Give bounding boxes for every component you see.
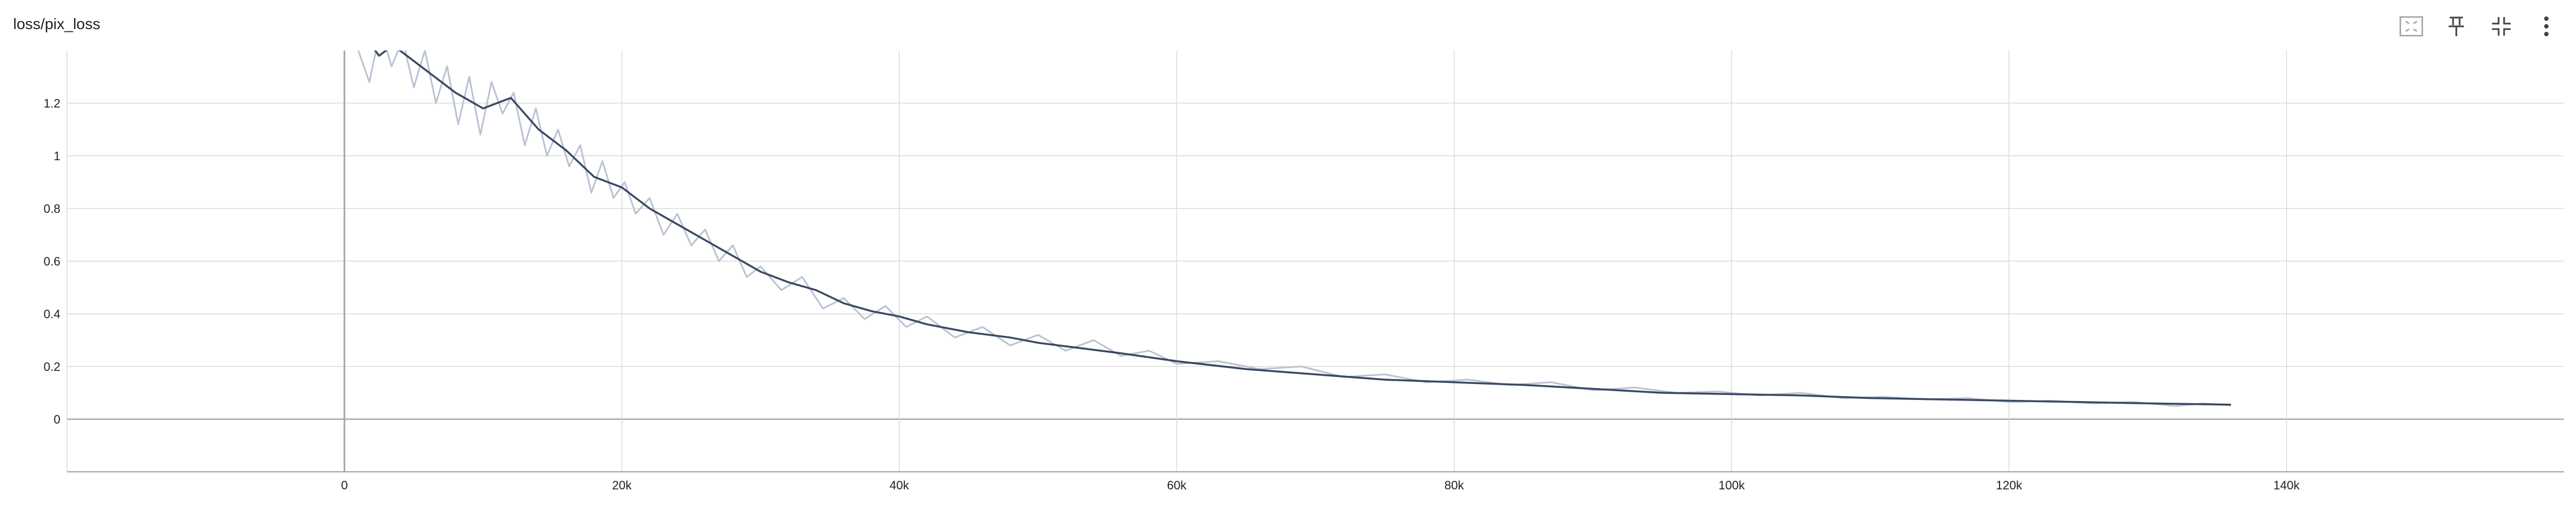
fit-domain-button[interactable] — [2397, 12, 2426, 41]
y-tick-label: 1 — [54, 149, 60, 163]
chart-toolbar — [2397, 12, 2561, 41]
chart-grid — [67, 50, 2564, 472]
collapse-icon — [2492, 17, 2511, 36]
x-tick-label: 80k — [1444, 478, 1464, 492]
tick-labels: 0 0.2 0.4 0.6 0.8 1 1.2 0 20k 40k 60k 80k 100k 120k 14… — [43, 97, 2300, 492]
y-tick-label: 1.2 — [43, 97, 60, 110]
more-vert-icon — [2544, 16, 2549, 36]
x-tick-label: 20k — [612, 478, 632, 492]
y-tick-label: 0.4 — [43, 307, 60, 321]
x-tick-label: 100k — [1718, 478, 1745, 492]
y-tick-label: 0.6 — [43, 255, 60, 268]
x-tick-label: 120k — [1996, 478, 2023, 492]
x-tick-label: 0 — [341, 478, 348, 492]
raw-series-line — [357, 50, 2231, 407]
x-tick-label: 140k — [2273, 478, 2300, 492]
x-tick-label: 40k — [889, 478, 909, 492]
y-tick-label: 0.8 — [43, 202, 60, 216]
fit-domain-icon — [2399, 16, 2423, 37]
chart-axes — [66, 50, 2564, 472]
pin-icon — [2449, 16, 2464, 36]
chart-title: loss/pix_loss — [13, 15, 100, 32]
chart-series — [357, 50, 2231, 407]
y-tick-label: 0.2 — [43, 360, 60, 374]
more-options-button[interactable] — [2532, 12, 2561, 41]
y-tick-label: 0 — [54, 413, 60, 426]
collapse-button[interactable] — [2487, 12, 2516, 41]
x-tick-label: 60k — [1167, 478, 1187, 492]
pin-button[interactable] — [2442, 12, 2471, 41]
smoothed-series-line — [374, 50, 2231, 406]
